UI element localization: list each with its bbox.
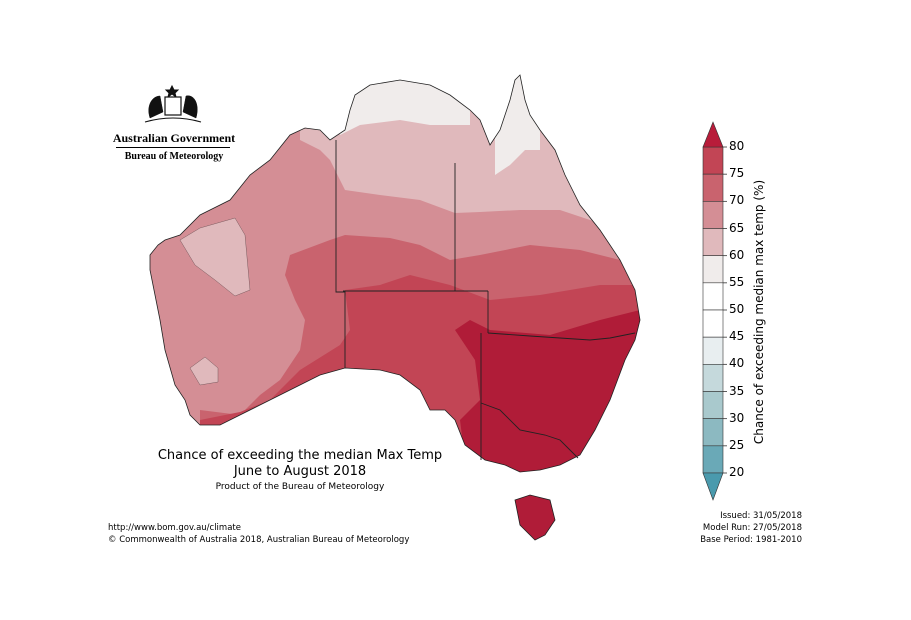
colorbar-segment xyxy=(702,391,724,419)
colorbar-tick-label: 70 xyxy=(729,193,745,208)
colorbar-segment xyxy=(702,228,724,256)
colorbar-under-arrow xyxy=(702,472,724,501)
colorbar-segment xyxy=(702,282,724,311)
logo-text-bureau: Bureau of Meteorology xyxy=(124,151,224,162)
bom-url-link[interactable]: http://www.bom.gov.au/climate xyxy=(108,523,241,533)
logo-divider xyxy=(116,147,230,148)
region-60-65-wa xyxy=(179,217,251,297)
colorbar-tick-label: 75 xyxy=(729,166,745,181)
colorbar-tick-label: 35 xyxy=(729,383,745,398)
colorbar-segment xyxy=(702,201,724,229)
colorbar-segment xyxy=(702,309,724,338)
colorbar-segment xyxy=(702,418,724,447)
colorbar-segment xyxy=(702,445,724,474)
colorbar-over-arrow xyxy=(702,121,724,148)
colorbar-tick-label: 30 xyxy=(729,410,745,425)
title-line-2: June to August 2018 xyxy=(233,464,367,479)
map-title: Chance of exceeding the median Max Temp … xyxy=(140,448,460,480)
colorbar-tick-label: 60 xyxy=(729,247,745,262)
colorbar-tick-label: 65 xyxy=(729,220,745,235)
model-run-date: Model Run: 27/05/2018 xyxy=(702,523,802,533)
product-note: Product of the Bureau of Meteorology xyxy=(215,482,385,492)
colorbar-label: Chance of exceeding median max temp (%) xyxy=(752,179,766,445)
colorbar-segment xyxy=(702,173,724,202)
colorbar-tick-label: 55 xyxy=(729,274,745,289)
colorbar-tick-label: 40 xyxy=(729,356,745,371)
title-line-1: Chance of exceeding the median Max Temp xyxy=(157,448,443,463)
colorbar-tick-label: 50 xyxy=(729,302,745,316)
copyright-text: © Commonwealth of Australia 2018, Austra… xyxy=(108,535,410,545)
footer-left: http://www.bom.gov.au/climate © Commonwe… xyxy=(108,522,409,546)
footer-right: Issued: 31/05/2018 Model Run: 27/05/2018… xyxy=(700,510,802,546)
logo-text-government: Australian Government xyxy=(112,131,236,145)
colorbar-tick-label: 25 xyxy=(729,437,745,452)
colorbar-tick-label: 20 xyxy=(729,465,745,479)
coat-of-arms-logo xyxy=(144,84,202,123)
colorbar-segment xyxy=(702,336,724,365)
colorbar-segment xyxy=(702,364,724,392)
colorbar-segment xyxy=(702,146,724,175)
region-60-65-wa-south xyxy=(189,356,219,386)
issued-date: Issued: 31/05/2018 xyxy=(720,511,802,521)
base-period: Base Period: 1981-2010 xyxy=(700,535,802,545)
colorbar-segment xyxy=(702,255,724,284)
state-borders xyxy=(335,140,636,460)
colorbar-tick-label: 80 xyxy=(729,139,745,153)
colorbar-tick-label: 45 xyxy=(729,329,745,344)
